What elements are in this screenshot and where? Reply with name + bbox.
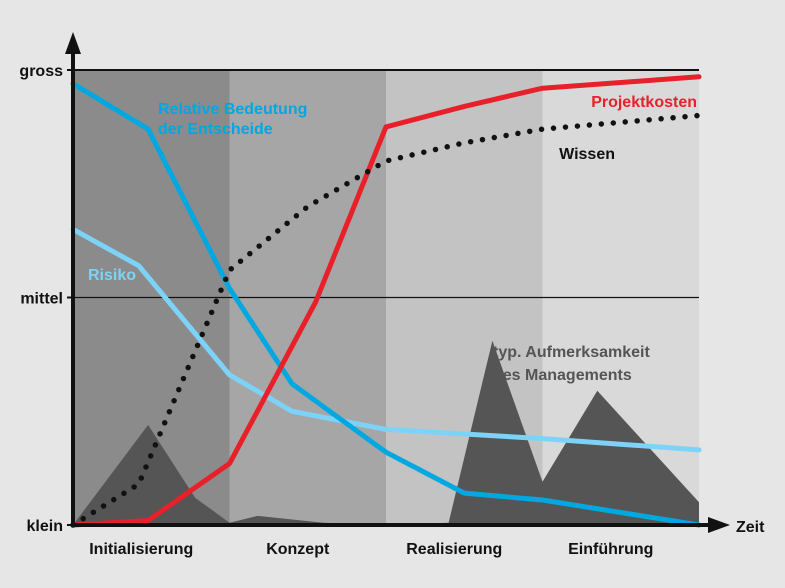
series-labels: Relative Bedeutung der Entscheide Risiko… — [88, 94, 697, 384]
y-tick-labels: klein mittel gross — [19, 63, 63, 535]
x-axis-arrow — [708, 517, 730, 533]
series-label-wissen: Wissen — [559, 146, 615, 163]
xtick-label-initialisierung: Initialisierung — [89, 541, 193, 558]
ytick-label-gross: gross — [19, 63, 63, 80]
series-label-bedeutung-line2: der Entscheide — [158, 121, 273, 138]
x-axis-label: Zeit — [736, 519, 765, 536]
series-label-risiko: Risiko — [88, 267, 136, 284]
ytick-label-klein: klein — [27, 518, 63, 535]
series-label-aufmerksamkeit-line1: typ. Aufmerksamkeit — [493, 344, 650, 361]
xtick-label-konzept: Konzept — [266, 541, 330, 558]
series-label-projektkosten: Projektkosten — [591, 94, 697, 111]
series-label-aufmerksamkeit-line2: des Managements — [493, 367, 632, 384]
series-lines — [70, 74, 702, 528]
ytick-label-mittel: mittel — [20, 291, 63, 308]
series-line-wissen — [70, 112, 702, 528]
area-layer — [73, 340, 699, 525]
xtick-label-realisierung: Realisierung — [406, 541, 502, 558]
y-axis-arrow — [65, 32, 81, 54]
series-line-bedeutung — [70, 81, 702, 528]
series-line-projektkosten — [70, 74, 702, 528]
axes — [65, 32, 730, 533]
series-area-aufmerksamkeit — [73, 340, 699, 525]
series-label-bedeutung-line1: Relative Bedeutung — [158, 101, 307, 118]
x-tick-labels: Initialisierung Konzept Realisierung Ein… — [89, 541, 653, 558]
series-line-risiko — [70, 226, 702, 453]
xtick-label-einfuehrung: Einführung — [568, 541, 653, 558]
